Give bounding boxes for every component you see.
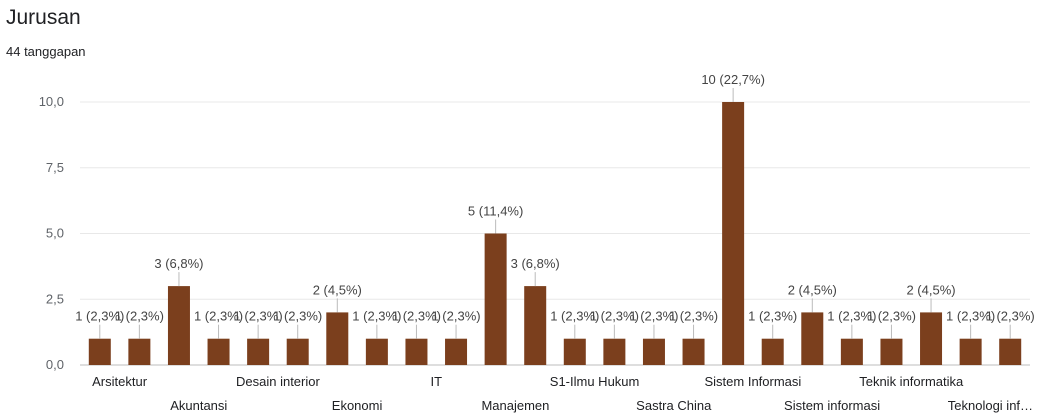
data-label: 1 (2,3%)	[392, 309, 441, 324]
data-label: 1 (2,3%)	[827, 309, 876, 324]
data-label: 1 (2,3%)	[234, 309, 283, 324]
data-label: 2 (4,5%)	[906, 282, 955, 297]
data-label: 3 (6,8%)	[154, 256, 203, 271]
data-label: 2 (4,5%)	[313, 282, 362, 297]
data-label: 1 (2,3%)	[748, 309, 797, 324]
x-tick-label: Sastra China	[636, 398, 712, 413]
bar	[286, 338, 309, 365]
bar	[603, 338, 626, 365]
bar	[761, 338, 784, 365]
data-label: 1 (2,3%)	[550, 309, 599, 324]
bar	[167, 286, 190, 365]
bar	[365, 338, 388, 365]
data-label: 1 (2,3%)	[669, 309, 718, 324]
x-tick-label: Desain interior	[236, 374, 320, 389]
x-tick-label: Sistem informasi	[784, 398, 880, 413]
bar	[326, 312, 349, 365]
bar	[682, 338, 705, 365]
y-tick-label: 2,5	[46, 291, 64, 306]
data-label: 1 (2,3%)	[986, 309, 1035, 324]
data-label: 10 (22,7%)	[701, 72, 765, 87]
data-label: 2 (4,5%)	[788, 282, 837, 297]
bar	[840, 338, 863, 365]
x-tick-label: Sistem Informasi	[705, 374, 802, 389]
bar	[247, 338, 270, 365]
bar	[880, 338, 903, 365]
x-tick-label: Teknologi inf…	[948, 398, 1033, 413]
bar	[999, 338, 1022, 365]
data-label: 1 (2,3%)	[629, 309, 678, 324]
x-tick-label: Arsitektur	[92, 374, 148, 389]
data-label: 1 (2,3%)	[352, 309, 401, 324]
chart-title: Jurusan	[6, 6, 81, 29]
x-tick-label: IT	[430, 374, 442, 389]
data-label: 5 (11,4%)	[468, 204, 523, 219]
bar	[524, 286, 547, 365]
data-label: 1 (2,3%)	[115, 309, 164, 324]
bar	[801, 312, 824, 365]
x-tick-label: Teknik informatika	[859, 374, 964, 389]
bar	[959, 338, 982, 365]
y-tick-label: 10,0	[39, 94, 64, 109]
response-count: 44 tanggapan	[6, 44, 86, 59]
y-tick-label: 7,5	[46, 160, 64, 175]
data-label: 1 (2,3%)	[431, 309, 480, 324]
data-label: 1 (2,3%)	[867, 309, 916, 324]
data-label: 3 (6,8%)	[511, 256, 560, 271]
x-tick-label: Manajemen	[481, 398, 549, 413]
x-tick-label: S1-Ilmu Hukum	[550, 374, 640, 389]
data-label: 1 (2,3%)	[75, 309, 124, 324]
bar	[563, 338, 586, 365]
x-tick-label: Ekonomi	[332, 398, 383, 413]
bar	[445, 338, 468, 365]
bar	[128, 338, 151, 365]
data-label: 1 (2,3%)	[194, 309, 243, 324]
bar	[722, 102, 745, 365]
bar	[405, 338, 428, 365]
data-label: 1 (2,3%)	[273, 309, 322, 324]
bar	[920, 312, 943, 365]
bar	[484, 233, 507, 365]
data-label: 1 (2,3%)	[946, 309, 995, 324]
data-label: 1 (2,3%)	[590, 309, 639, 324]
x-tick-label: Akuntansi	[170, 398, 227, 413]
y-tick-label: 5,0	[46, 226, 64, 241]
y-tick-label: 0,0	[46, 357, 64, 372]
bar	[207, 338, 230, 365]
bar	[88, 338, 111, 365]
bar	[642, 338, 665, 365]
